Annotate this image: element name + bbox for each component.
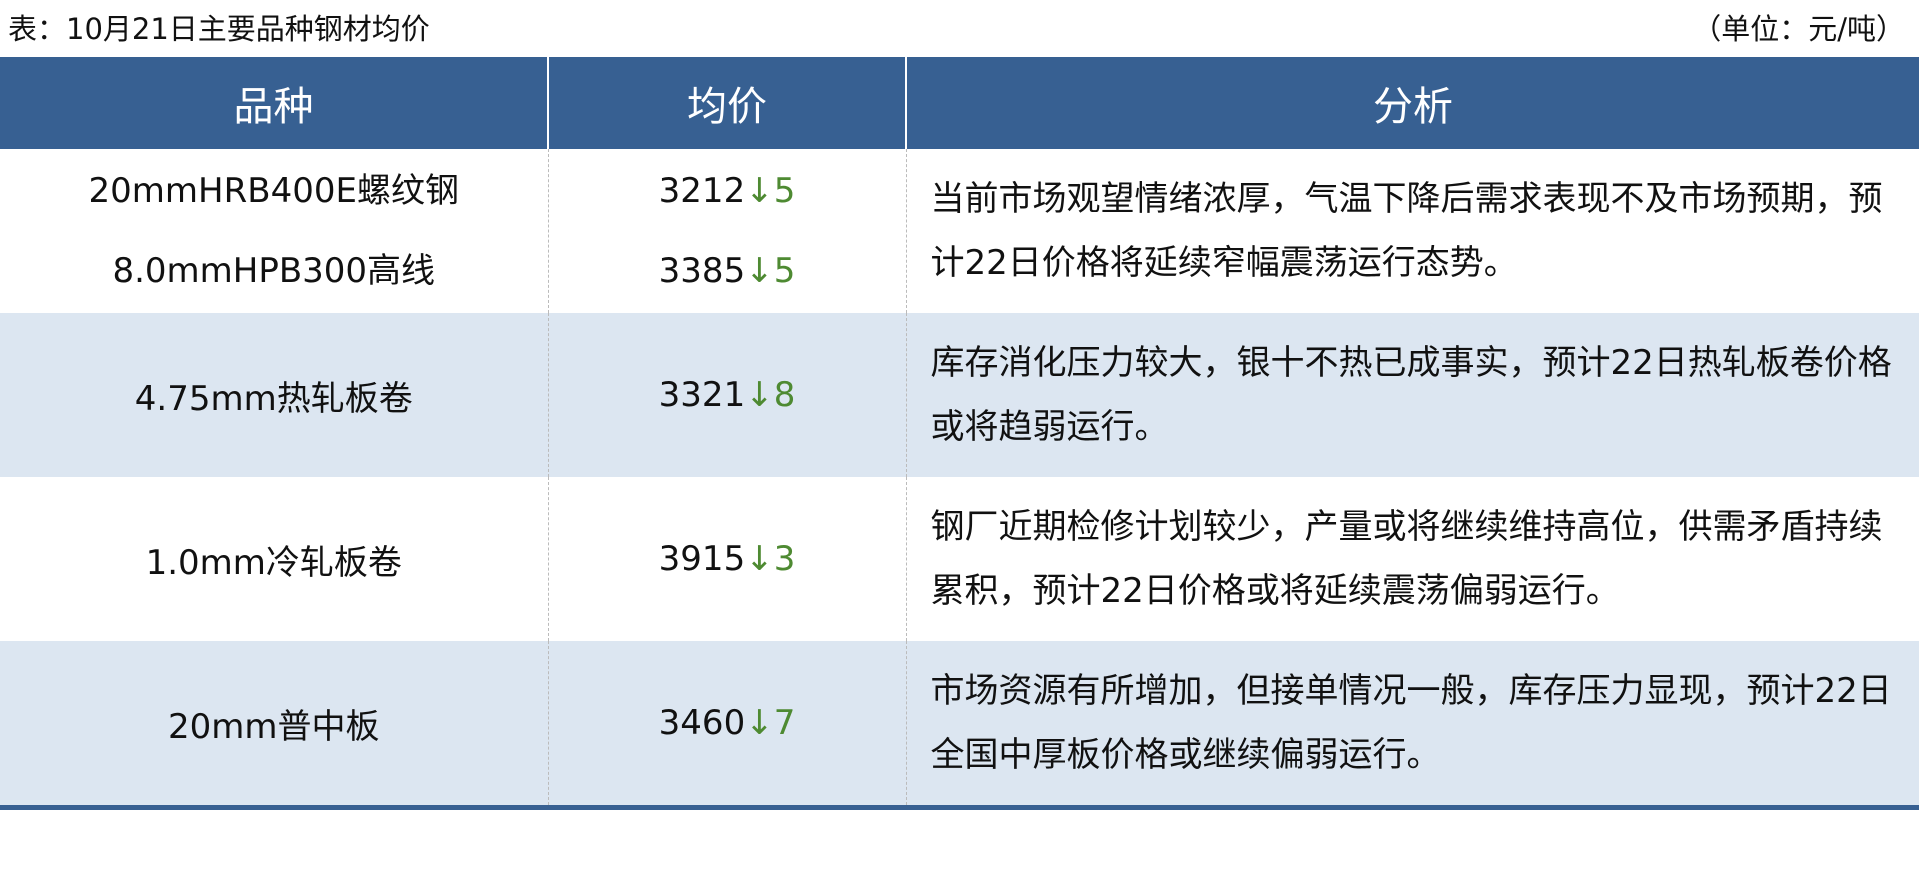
analysis-text: 库存消化压力较大，银十不热已成事实，预计22日热轧板卷价格或将趋弱运行。 xyxy=(905,313,1919,477)
bottom-border xyxy=(0,805,1919,810)
analysis-text: 当前市场观望情绪浓厚，气温下降后需求表现不及市场预期，预计22日价格将延续窄幅震… xyxy=(905,149,1919,313)
analysis-text: 钢厂近期检修计划较少，产量或将继续维持高位，供需矛盾持续累积，预计22日价格或将… xyxy=(905,477,1919,641)
price: 3385 xyxy=(658,251,746,291)
price-change: ↓3 xyxy=(745,539,796,579)
unit-label: （单位：元/吨） xyxy=(1692,12,1905,46)
table-row: 4.75mm热轧板卷 3321↓8 库存消化压力较大，银十不热已成事实，预计22… xyxy=(0,313,1919,477)
product-name: 8.0mmHPB300高线 xyxy=(112,251,436,291)
price-change: ↓5 xyxy=(745,251,796,291)
product-name: 20mm普中板 xyxy=(0,641,548,805)
product-name: 20mmHRB400E螺纹钢 xyxy=(88,171,459,211)
table-row: 20mm普中板 3460↓7 市场资源有所增加，但接单情况一般，库存压力显现，预… xyxy=(0,641,1919,805)
table-row: 20mmHRB400E螺纹钢 8.0mmHPB300高线 3212↓5 3385↓5… xyxy=(0,149,1919,313)
price: 3212 xyxy=(658,171,746,211)
product-name: 1.0mm冷轧板卷 xyxy=(145,542,402,583)
price: 3321 xyxy=(658,375,746,415)
header-analysis: 分析 xyxy=(905,57,1919,149)
price-change: ↓7 xyxy=(745,703,796,743)
analysis-text: 市场资源有所增加，但接单情况一般，库存压力显现，预计22日全国中厚板价格或继续偏… xyxy=(905,641,1919,805)
header-price: 均价 xyxy=(547,57,906,149)
price-change: ↓5 xyxy=(745,171,796,211)
price: 3915 xyxy=(658,539,746,579)
table-row: 1.0mm冷轧板卷 3915↓3 钢厂近期检修计划较少，产量或将继续维持高位，供… xyxy=(0,477,1919,641)
table-caption: 表：10月21日主要品种钢材均价 xyxy=(8,12,430,46)
price-change: ↓8 xyxy=(745,375,796,415)
header-product: 品种 xyxy=(0,57,548,149)
price: 3460 xyxy=(658,703,746,743)
steel-price-table: 品种 均价 分析 20mmHRB400E螺纹钢 8.0mmHPB300高线 321… xyxy=(0,57,1919,810)
product-name: 4.75mm热轧板卷 xyxy=(0,313,548,477)
